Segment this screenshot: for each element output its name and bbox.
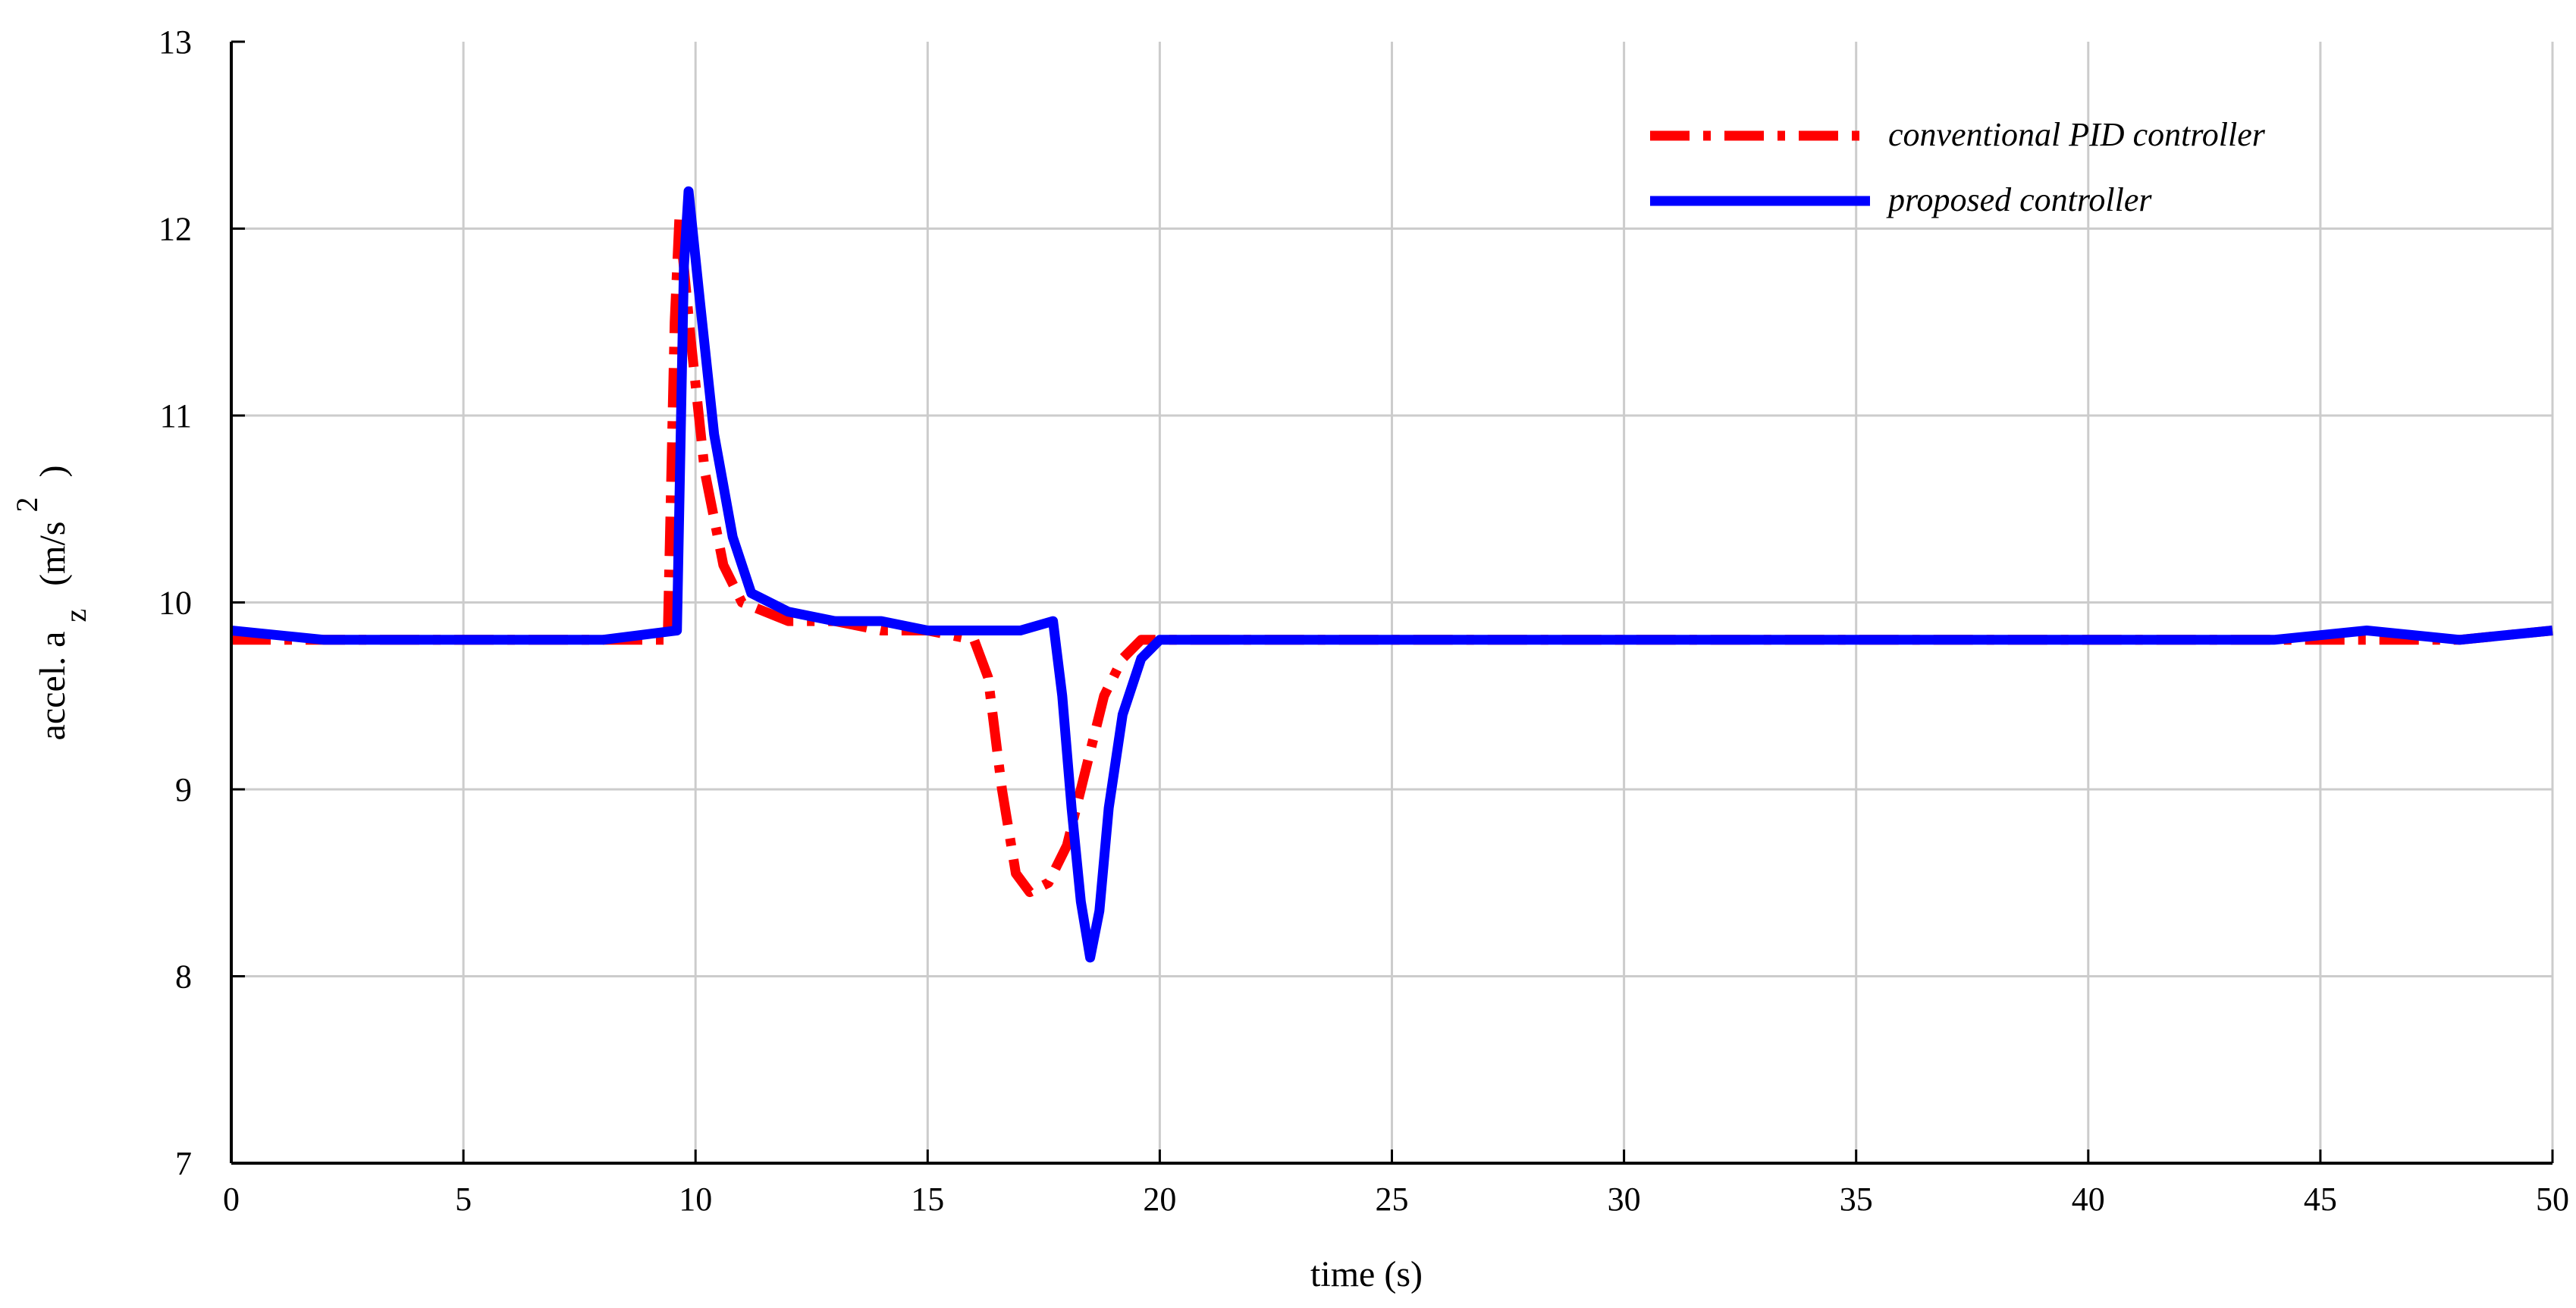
y-axis-label-superscript: 2 <box>10 497 44 513</box>
x-tick-label: 45 <box>2304 1181 2337 1218</box>
y-tick-label: 10 <box>158 585 192 622</box>
x-tick-label: 15 <box>911 1181 944 1218</box>
y-tick-label: 12 <box>158 211 192 248</box>
y-axis-label-subscript: z <box>58 609 93 623</box>
y-tick-label: 11 <box>160 397 192 434</box>
x-ticks: 0 5 10 15 20 25 30 35 40 45 50 <box>223 1150 2569 1218</box>
x-tick-label: 5 <box>455 1181 472 1218</box>
y-axis-label-text: accel. a <box>33 632 73 741</box>
x-tick-label: 40 <box>2072 1181 2105 1218</box>
y-tick-label: 8 <box>175 958 192 996</box>
x-tick-label: 20 <box>1143 1181 1176 1218</box>
x-axis-label: time (s) <box>1310 1254 1423 1294</box>
series-line-proposed <box>231 186 2553 963</box>
x-tick-label: 0 <box>223 1181 240 1218</box>
x-tick-label: 30 <box>1608 1181 1641 1218</box>
series-line-pid <box>231 214 2553 898</box>
x-tick-label: 10 <box>679 1181 712 1218</box>
y-axis-label-unit: (m/s <box>33 522 73 586</box>
x-tick-label: 35 <box>1840 1181 1873 1218</box>
y-tick-label: 13 <box>158 24 192 61</box>
grid-lines <box>231 42 2554 1163</box>
x-tick-label: 50 <box>2536 1181 2569 1218</box>
legend-label-proposed: proposed controller <box>1886 181 2152 218</box>
y-ticks: 7 8 9 10 11 12 13 <box>158 24 245 1182</box>
y-tick-label: 9 <box>175 771 192 808</box>
svg-text:accel. a z (m/s: accel. a z (m/s 2 ) <box>5 466 94 741</box>
series-layer <box>231 186 2553 963</box>
y-axis-label: accel. a z (m/s 2 ) <box>5 466 94 741</box>
y-axis-label-close: ) <box>33 466 73 478</box>
x-tick-label: 25 <box>1376 1181 1409 1218</box>
legend-label-pid: conventional PID controller <box>1888 116 2266 153</box>
y-tick-label: 7 <box>175 1145 192 1182</box>
legend: conventional PID controller proposed con… <box>1650 116 2266 218</box>
